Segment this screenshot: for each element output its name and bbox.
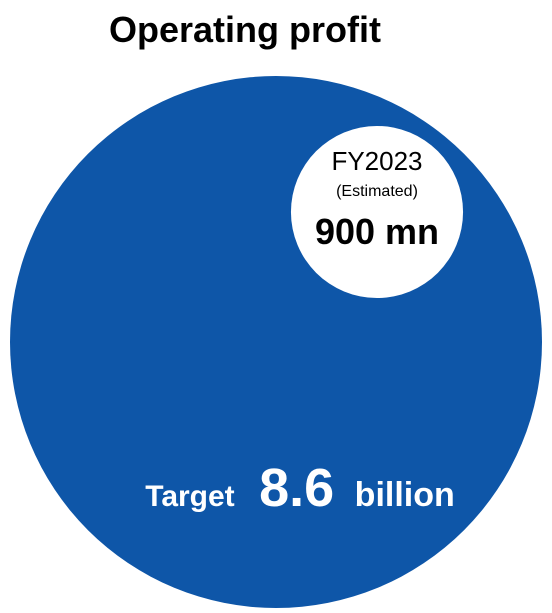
target-unit: billion: [355, 476, 455, 514]
estimate-year-label: FY2023: [331, 146, 422, 176]
target-prefix: Target: [145, 480, 234, 513]
target-value-label: Target 8.6 billion: [145, 458, 455, 518]
target-number: 8.6: [259, 458, 334, 518]
chart-title: Operating profit: [109, 9, 381, 50]
estimate-circle: [290, 125, 464, 299]
target-circle: [10, 76, 542, 608]
estimate-value-label: 900 mn: [315, 211, 439, 252]
estimate-note-label: (Estimated): [336, 183, 418, 200]
